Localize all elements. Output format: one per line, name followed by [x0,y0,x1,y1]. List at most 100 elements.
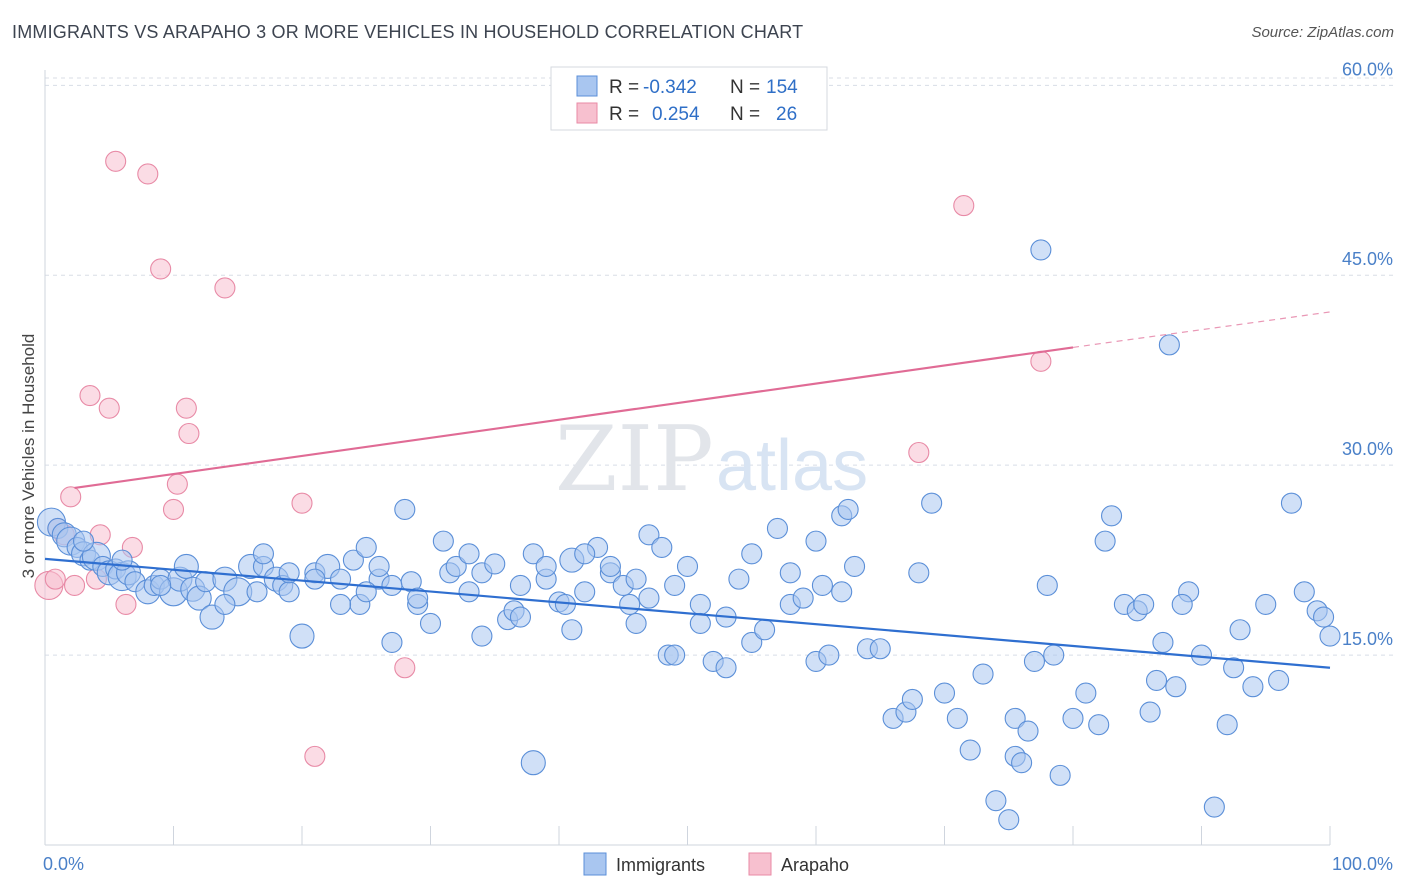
immigrants-point [818,644,840,666]
immigrants-point [1223,657,1245,679]
arapaho-point [291,492,313,514]
arapaho-point [105,150,127,172]
immigrants-point [1171,593,1193,615]
immigrants-point [1313,606,1335,628]
immigrants-point [1075,682,1097,704]
immigrants-point [638,524,660,546]
immigrants-point [1268,669,1290,691]
arapaho-point [98,397,120,419]
arapaho-trendline-extension [1072,311,1331,349]
trendlines [44,311,1331,669]
y-tick-label: 60.0% [1342,59,1393,79]
immigrants-point [831,581,853,603]
immigrants-point [599,555,621,578]
immigrants-point [1062,707,1084,729]
bottom-legend-arapaho-label: Arapaho [781,855,849,875]
immigrants-point [520,750,546,776]
immigrants-point [689,593,711,615]
immigrants-point [1049,764,1071,786]
immigrants-point [638,587,660,609]
immigrants-point [1004,707,1026,729]
immigrants-point [484,553,506,575]
immigrants-point [625,568,647,590]
immigrants-point [869,638,891,660]
arapaho-point [64,574,86,596]
bottom-legend-arapaho-swatch [748,852,772,876]
immigrants-point [1101,505,1123,527]
arapaho-point [394,657,416,679]
immigrants-point [574,543,596,565]
arapaho-point [178,422,200,445]
immigrants-point [1242,676,1264,698]
immigrants-point [458,543,480,565]
bottom-legend-immigrants-label: Immigrants [616,855,705,875]
immigrants-point [173,553,199,580]
immigrants-point [933,682,956,704]
x-axis-ticks [44,826,1331,845]
arapaho-point [908,441,930,464]
immigrants-point [355,536,377,559]
immigrants-point [843,555,866,578]
y-tick-label: 15.0% [1342,629,1393,649]
immigrants-point [664,644,686,666]
source-label: Source: ZipAtlas.com [1251,24,1394,41]
immigrants-point [1158,334,1180,356]
immigrants-point [1145,669,1168,691]
immigrants-point [972,663,994,685]
immigrants-point [522,543,544,565]
immigrants-point [1293,581,1315,603]
immigrants-point [1030,239,1052,261]
bottom-legend-immigrants-swatch [583,852,607,876]
arapaho-point [60,486,82,508]
x-tick-label-min: 0.0% [43,854,84,874]
immigrants-point [342,549,364,571]
immigrants-point [1152,631,1174,653]
immigrants-point [329,593,352,615]
immigrants-point [394,498,416,521]
immigrants-point [1190,644,1213,666]
bottom-legend: Immigrants Arapaho [583,852,849,876]
immigrants-point [407,587,429,609]
arapaho-point [214,277,236,299]
immigrants-point [908,562,930,584]
immigrants-point [73,530,95,552]
immigrants-point [535,555,557,578]
arapaho-point [115,593,137,615]
immigrants-point [664,574,686,596]
immigrants-point [381,574,403,596]
legend-row2-r-label: R = [609,104,639,125]
immigrants-point [246,581,268,603]
immigrants-trendline [44,557,1331,669]
arapaho-point [175,397,197,419]
legend-row2-n-label: N = [730,104,760,125]
immigrants-point [1088,714,1110,736]
legend-row2-r-value: 0.254 [652,104,700,125]
immigrants-point [1139,701,1161,723]
immigrants-point [458,581,480,603]
immigrants-point [1280,492,1302,514]
immigrants-point [689,612,711,634]
immigrants-point [715,657,737,679]
immigrants-point [946,707,968,729]
y-axis-label: 3 or more Vehicles in Household [19,334,38,579]
immigrants-point [1023,650,1045,672]
legend-row1-r-value: -0.342 [643,77,697,98]
arapaho-point [137,163,159,185]
immigrants-point [561,619,583,641]
legend-row2-n-value: 26 [776,104,797,125]
immigrants-point [1011,752,1033,774]
arapaho-point [162,498,185,521]
immigrants-point [959,739,981,761]
watermark-zip: ZIP [555,407,714,512]
immigrants-point [278,581,300,603]
immigrants-point [1203,796,1225,818]
immigrants-point [278,562,300,584]
chart-title: IMMIGRANTS VS ARAPAHO 3 OR MORE VEHICLES… [12,22,804,42]
immigrants-point [651,536,673,559]
immigrants-point [381,631,403,653]
legend-row1-n-label: N = [730,77,760,98]
arapaho-point [304,745,326,767]
arapaho-trendline [74,346,1074,490]
arapaho-point [166,473,188,495]
immigrants-point [509,606,532,628]
